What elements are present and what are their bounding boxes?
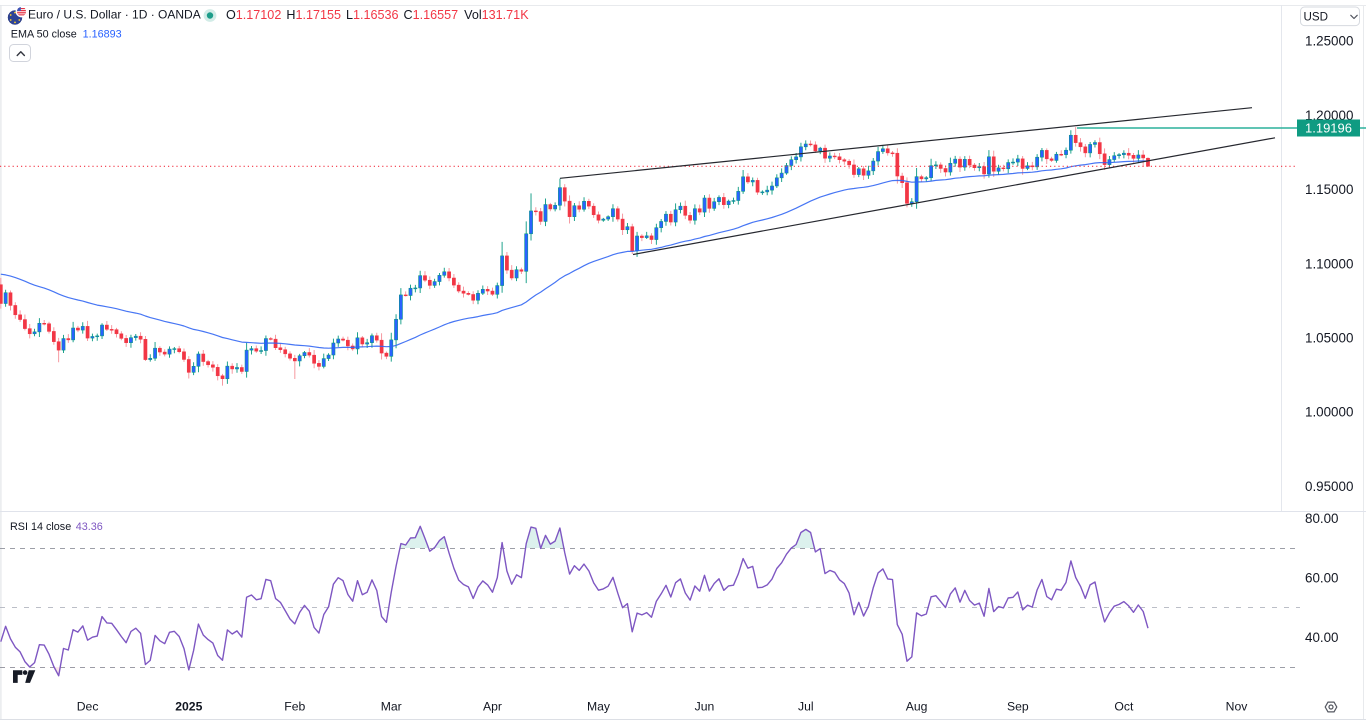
svg-text:RSI 14 close: RSI 14 close	[10, 521, 71, 533]
svg-text:USD: USD	[1304, 11, 1328, 24]
svg-text:1.10000: 1.10000	[1305, 256, 1353, 271]
svg-text:May: May	[587, 700, 611, 714]
svg-text:Dec: Dec	[77, 700, 99, 714]
svg-text:1.20000: 1.20000	[1305, 108, 1353, 123]
svg-text:0.95000: 0.95000	[1305, 479, 1353, 494]
svg-text:43.36: 43.36	[76, 521, 103, 533]
svg-text:Jun: Jun	[695, 700, 715, 714]
svg-text:Jul: Jul	[798, 700, 814, 714]
svg-text:1.16893: 1.16893	[83, 29, 122, 41]
svg-text:Nov: Nov	[1226, 700, 1249, 714]
svg-text:Mar: Mar	[381, 700, 402, 714]
svg-text:40.00: 40.00	[1305, 630, 1339, 645]
svg-text:Feb: Feb	[284, 700, 305, 714]
svg-text:1.00000: 1.00000	[1305, 405, 1353, 420]
svg-text:1.15000: 1.15000	[1305, 182, 1353, 197]
svg-text:60.00: 60.00	[1305, 571, 1339, 586]
svg-text:1.19196: 1.19196	[1305, 121, 1352, 136]
svg-text:Sep: Sep	[1007, 700, 1029, 714]
svg-text:1.05000: 1.05000	[1305, 331, 1353, 346]
svg-text:80.00: 80.00	[1305, 511, 1339, 526]
svg-text:Oct: Oct	[1114, 700, 1134, 714]
svg-text:Apr: Apr	[483, 700, 502, 714]
svg-text:2025: 2025	[175, 700, 202, 714]
svg-text:1.25000: 1.25000	[1305, 34, 1353, 49]
svg-text:EMA 50 close: EMA 50 close	[11, 29, 77, 41]
svg-text:Aug: Aug	[906, 700, 928, 714]
svg-text:Euro / U.S. Dollar · 1D · OAND: Euro / U.S. Dollar · 1D · OANDA	[28, 8, 201, 22]
